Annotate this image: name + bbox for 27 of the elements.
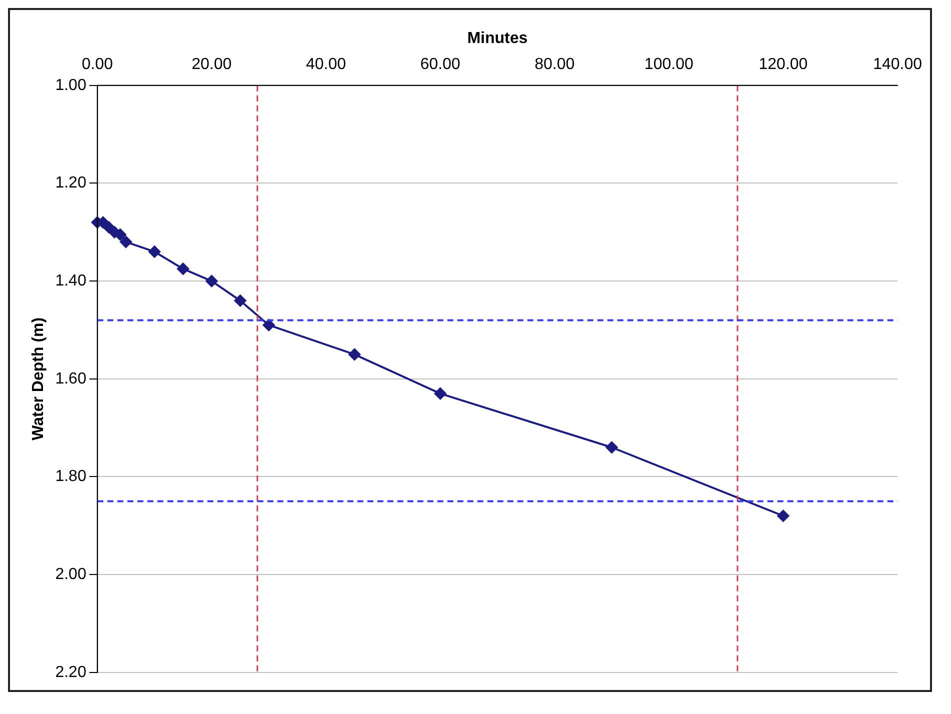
y-tick-label: 1.20 <box>55 174 86 192</box>
point <box>234 294 246 307</box>
point <box>120 236 132 248</box>
x-tick-label: 20.00 <box>192 56 232 74</box>
y-tick-label: 1.60 <box>55 370 86 388</box>
y-tick-label: 2.20 <box>55 664 86 681</box>
x-tick-label: 140.00 <box>873 56 922 74</box>
y-tick-label: 1.80 <box>55 468 86 486</box>
point <box>177 262 190 275</box>
x-tick-label: 0.00 <box>82 56 114 74</box>
point <box>148 246 160 258</box>
point <box>777 510 790 522</box>
x-tick-label: 80.00 <box>534 56 575 74</box>
point <box>206 275 218 288</box>
y-tick-label: 1.00 <box>55 76 86 94</box>
point <box>348 348 361 360</box>
point <box>434 388 446 400</box>
point <box>262 319 275 332</box>
x-tick-label: 40.00 <box>306 56 346 74</box>
x-axis-title: Minutes <box>467 30 528 48</box>
y-axis-title: Water Depth (m) <box>30 317 48 440</box>
y-tick-label: 2.00 <box>55 566 86 583</box>
x-tick-label: 120.00 <box>758 56 808 74</box>
y-tick-label: 1.40 <box>55 272 86 290</box>
point <box>606 441 618 454</box>
x-tick-label: 60.00 <box>420 56 460 74</box>
x-tick-label: 100.00 <box>644 56 694 74</box>
